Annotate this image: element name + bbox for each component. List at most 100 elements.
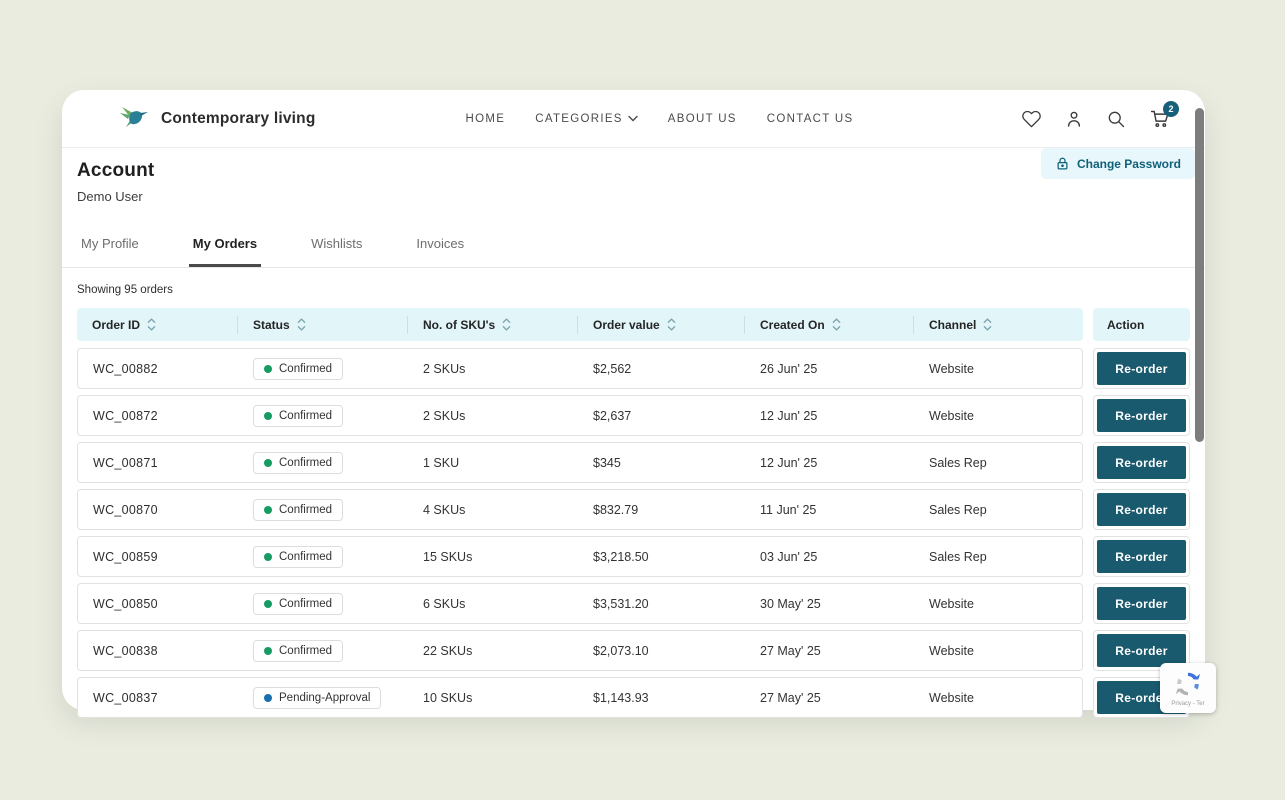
sku-count: 4 SKUs — [423, 502, 466, 517]
channel: Website — [929, 643, 974, 658]
orders-table: Order ID Status No. of SKU's Order value — [62, 308, 1205, 718]
recaptcha-badge[interactable]: Privacy - Ter — [1160, 663, 1216, 713]
orders-summary: Showing 95 orders — [77, 284, 173, 296]
table-header: Order ID Status No. of SKU's Order value — [77, 308, 1190, 341]
nav-link-about-us[interactable]: ABOUT US — [667, 112, 737, 125]
status-dot-icon — [264, 505, 272, 514]
created-on: 12 Jun' 25 — [760, 455, 818, 470]
column-header-order-id[interactable]: Order ID — [77, 316, 237, 334]
reorder-button[interactable]: Re-order — [1097, 540, 1186, 573]
reorder-button[interactable]: Re-order — [1097, 446, 1186, 479]
order-row: WC_00837 Pending-Approval 10 SKUs $1,143… — [77, 677, 1190, 718]
reorder-button[interactable]: Re-order — [1097, 493, 1186, 526]
tab-my-orders[interactable]: My Orders — [188, 228, 262, 267]
status-badge: Confirmed — [253, 545, 344, 568]
sort-icon — [297, 318, 306, 331]
order-value: $1,143.93 — [593, 690, 649, 705]
order-id: WC_00871 — [93, 455, 158, 470]
change-password-button[interactable]: Change Password — [1040, 148, 1195, 179]
chevron-down-icon — [628, 115, 638, 122]
sort-icon — [832, 318, 841, 331]
created-on: 30 May' 25 — [760, 596, 821, 611]
nav-link-categories[interactable]: CATEGORIES — [535, 113, 638, 125]
order-id: WC_00859 — [93, 549, 158, 564]
recaptcha-privacy-label: Privacy - Ter — [1171, 701, 1205, 707]
tab-wishlists[interactable]: Wishlists — [311, 236, 363, 251]
table-header-main: Order ID Status No. of SKU's Order value — [77, 308, 1083, 341]
column-header-status[interactable]: Status — [237, 315, 407, 334]
sku-count: 1 SKU — [423, 455, 460, 470]
sort-icon — [502, 318, 511, 331]
status-badge: Confirmed — [253, 498, 344, 521]
sku-count: 10 SKUs — [423, 690, 473, 705]
status-dot-icon — [264, 599, 272, 608]
channel: Website — [929, 361, 974, 376]
sku-count: 6 SKUs — [423, 596, 466, 611]
created-on: 12 Jun' 25 — [760, 408, 818, 423]
order-id: WC_00882 — [93, 361, 158, 376]
status-dot-icon — [264, 411, 272, 420]
reorder-button[interactable]: Re-order — [1097, 399, 1186, 432]
nav-icons: 2 — [1021, 101, 1179, 129]
user-name: Demo User — [77, 189, 143, 204]
account-tabs: My Profile My Orders Wishlists Invoices — [62, 228, 1205, 268]
channel: Website — [929, 596, 974, 611]
status-dot-icon — [264, 693, 272, 702]
order-value: $2,562 — [593, 361, 632, 376]
created-on: 03 Jun' 25 — [760, 549, 818, 564]
order-value: $2,073.10 — [593, 643, 649, 658]
reorder-button[interactable]: Re-order — [1097, 352, 1186, 385]
sku-count: 15 SKUs — [423, 549, 473, 564]
order-row: WC_00838 Confirmed 22 SKUs $2,073.10 27 … — [77, 630, 1190, 671]
vertical-scrollbar[interactable] — [1195, 108, 1204, 442]
wishlist-heart-icon[interactable] — [1021, 109, 1042, 129]
channel: Website — [929, 408, 974, 423]
reorder-button[interactable]: Re-order — [1097, 634, 1186, 667]
order-row: WC_00870 Confirmed 4 SKUs $832.79 11 Jun… — [77, 489, 1190, 530]
nav-link-home[interactable]: HOME — [465, 112, 506, 125]
status-badge: Confirmed — [253, 639, 344, 662]
order-id: WC_00850 — [93, 596, 158, 611]
status-dot-icon — [264, 646, 272, 655]
account-page-card: Contemporary living HOME CATEGORIES ABOU… — [62, 90, 1205, 718]
order-row: WC_00882 Confirmed 2 SKUs $2,562 26 Jun'… — [77, 348, 1190, 389]
lock-icon — [1055, 156, 1070, 171]
cart-icon[interactable]: 2 — [1148, 101, 1179, 129]
nav-link-contact-us[interactable]: CONTACT US — [766, 112, 854, 125]
channel: Sales Rep — [929, 549, 987, 564]
created-on: 11 Jun' 25 — [760, 502, 817, 517]
column-header-order-value[interactable]: Order value — [577, 315, 744, 334]
order-value: $3,531.20 — [593, 596, 649, 611]
recaptcha-icon — [1173, 669, 1203, 699]
column-header-channel[interactable]: Channel — [913, 315, 1083, 334]
nav-links: HOME CATEGORIES ABOUT US CONTACT US — [466, 113, 854, 125]
sort-icon — [983, 318, 992, 331]
status-badge: Confirmed — [253, 357, 344, 380]
column-header-no-of-sku-s[interactable]: No. of SKU's — [407, 315, 577, 334]
status-dot-icon — [264, 364, 272, 373]
search-icon[interactable] — [1106, 109, 1126, 129]
order-row: WC_00871 Confirmed 1 SKU $345 12 Jun' 25… — [77, 442, 1190, 483]
top-navbar: Contemporary living HOME CATEGORIES ABOU… — [62, 90, 1205, 148]
channel: Sales Rep — [929, 502, 987, 517]
brand-logo[interactable]: Contemporary living — [118, 105, 316, 133]
created-on: 27 May' 25 — [760, 643, 821, 658]
status-badge: Pending-Approval — [253, 686, 382, 709]
sku-count: 2 SKUs — [423, 361, 466, 376]
order-value: $832.79 — [593, 502, 639, 517]
order-row: WC_00872 Confirmed 2 SKUs $2,637 12 Jun'… — [77, 395, 1190, 436]
status-badge: Confirmed — [253, 592, 344, 615]
order-value: $3,218.50 — [593, 549, 649, 564]
status-badge: Confirmed — [253, 451, 344, 474]
tab-invoices[interactable]: Invoices — [416, 236, 465, 251]
order-value: $345 — [593, 455, 621, 470]
column-header-action: Action — [1093, 308, 1190, 341]
tab-my-profile[interactable]: My Profile — [81, 236, 139, 251]
channel: Sales Rep — [929, 455, 987, 470]
reorder-button[interactable]: Re-order — [1097, 587, 1186, 620]
column-header-created-on[interactable]: Created On — [744, 315, 913, 334]
status-dot-icon — [264, 552, 272, 561]
page-title: Account — [77, 160, 155, 181]
account-user-icon[interactable] — [1064, 109, 1084, 129]
created-on: 27 May' 25 — [760, 690, 821, 705]
